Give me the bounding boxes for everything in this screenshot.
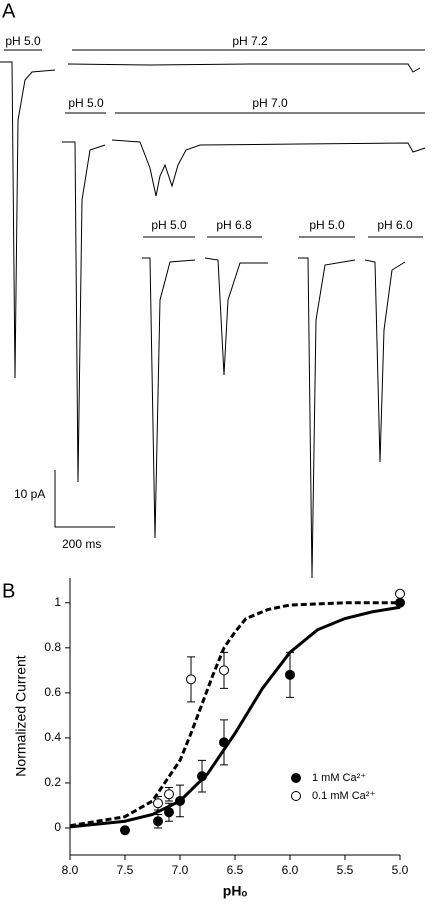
trace xyxy=(0,61,56,379)
data-point xyxy=(164,789,174,800)
trace xyxy=(142,257,196,539)
condition-label: pH 5.0 xyxy=(5,34,41,48)
data-point xyxy=(285,669,295,680)
x-tick-label: 7.0 xyxy=(172,863,189,877)
trace xyxy=(62,141,106,483)
y-axis-label: Normalized Current xyxy=(13,655,29,776)
condition-label: pH 6.8 xyxy=(216,218,252,232)
data-point xyxy=(219,737,229,748)
y-tick-label: 0.8 xyxy=(44,640,61,654)
y-tick-label: 0.6 xyxy=(44,685,61,699)
scale-bar xyxy=(54,470,115,528)
fit-curve xyxy=(69,601,400,828)
trace xyxy=(364,259,406,463)
condition-label: pH 5.0 xyxy=(151,218,187,232)
condition-label: pH 7.0 xyxy=(252,96,288,110)
fit-curve xyxy=(69,605,401,829)
scale-label: 10 pA xyxy=(14,487,45,501)
panel-label: A xyxy=(2,0,16,22)
data-point xyxy=(164,807,174,818)
legend-label: 1 mM Ca²⁺ xyxy=(312,772,366,784)
x-tick-label: 5.5 xyxy=(337,863,354,877)
x-tick-label: 7.5 xyxy=(117,863,134,877)
legend-marker xyxy=(291,791,301,801)
y-tick-label: 1 xyxy=(54,595,61,609)
legend-label: 0.1 mM Ca²⁺ xyxy=(312,790,375,802)
condition-label: pH 6.0 xyxy=(377,218,413,232)
data-point xyxy=(219,665,229,676)
traces xyxy=(0,49,426,579)
data-point xyxy=(153,798,163,809)
legend-marker xyxy=(291,773,301,783)
data-point xyxy=(197,771,207,782)
y-tick-label: 0.4 xyxy=(44,730,61,744)
y-tick-label: 0 xyxy=(54,820,61,834)
data-point xyxy=(186,674,196,685)
trace xyxy=(204,257,268,376)
scale-label: 200 ms xyxy=(62,537,101,551)
x-axis-label: pHₒ xyxy=(223,883,248,899)
x-tick-label: 8.0 xyxy=(62,863,79,877)
x-tick-label: 6.0 xyxy=(282,863,299,877)
data-point xyxy=(395,588,405,599)
x-tick-label: 6.5 xyxy=(227,863,244,877)
condition-label: pH 7.2 xyxy=(232,34,268,48)
data-point xyxy=(120,825,130,836)
x-tick-label: 5.0 xyxy=(392,863,409,877)
y-tick-label: 0.2 xyxy=(44,775,61,789)
condition-label: pH 5.0 xyxy=(309,218,345,232)
data-point xyxy=(175,795,185,806)
data-point xyxy=(395,597,405,608)
trace xyxy=(111,139,426,197)
panel-label: B xyxy=(2,580,15,602)
trace xyxy=(298,257,356,579)
condition-label: pH 5.0 xyxy=(68,96,104,110)
trace xyxy=(67,63,421,73)
data-point xyxy=(153,816,163,827)
